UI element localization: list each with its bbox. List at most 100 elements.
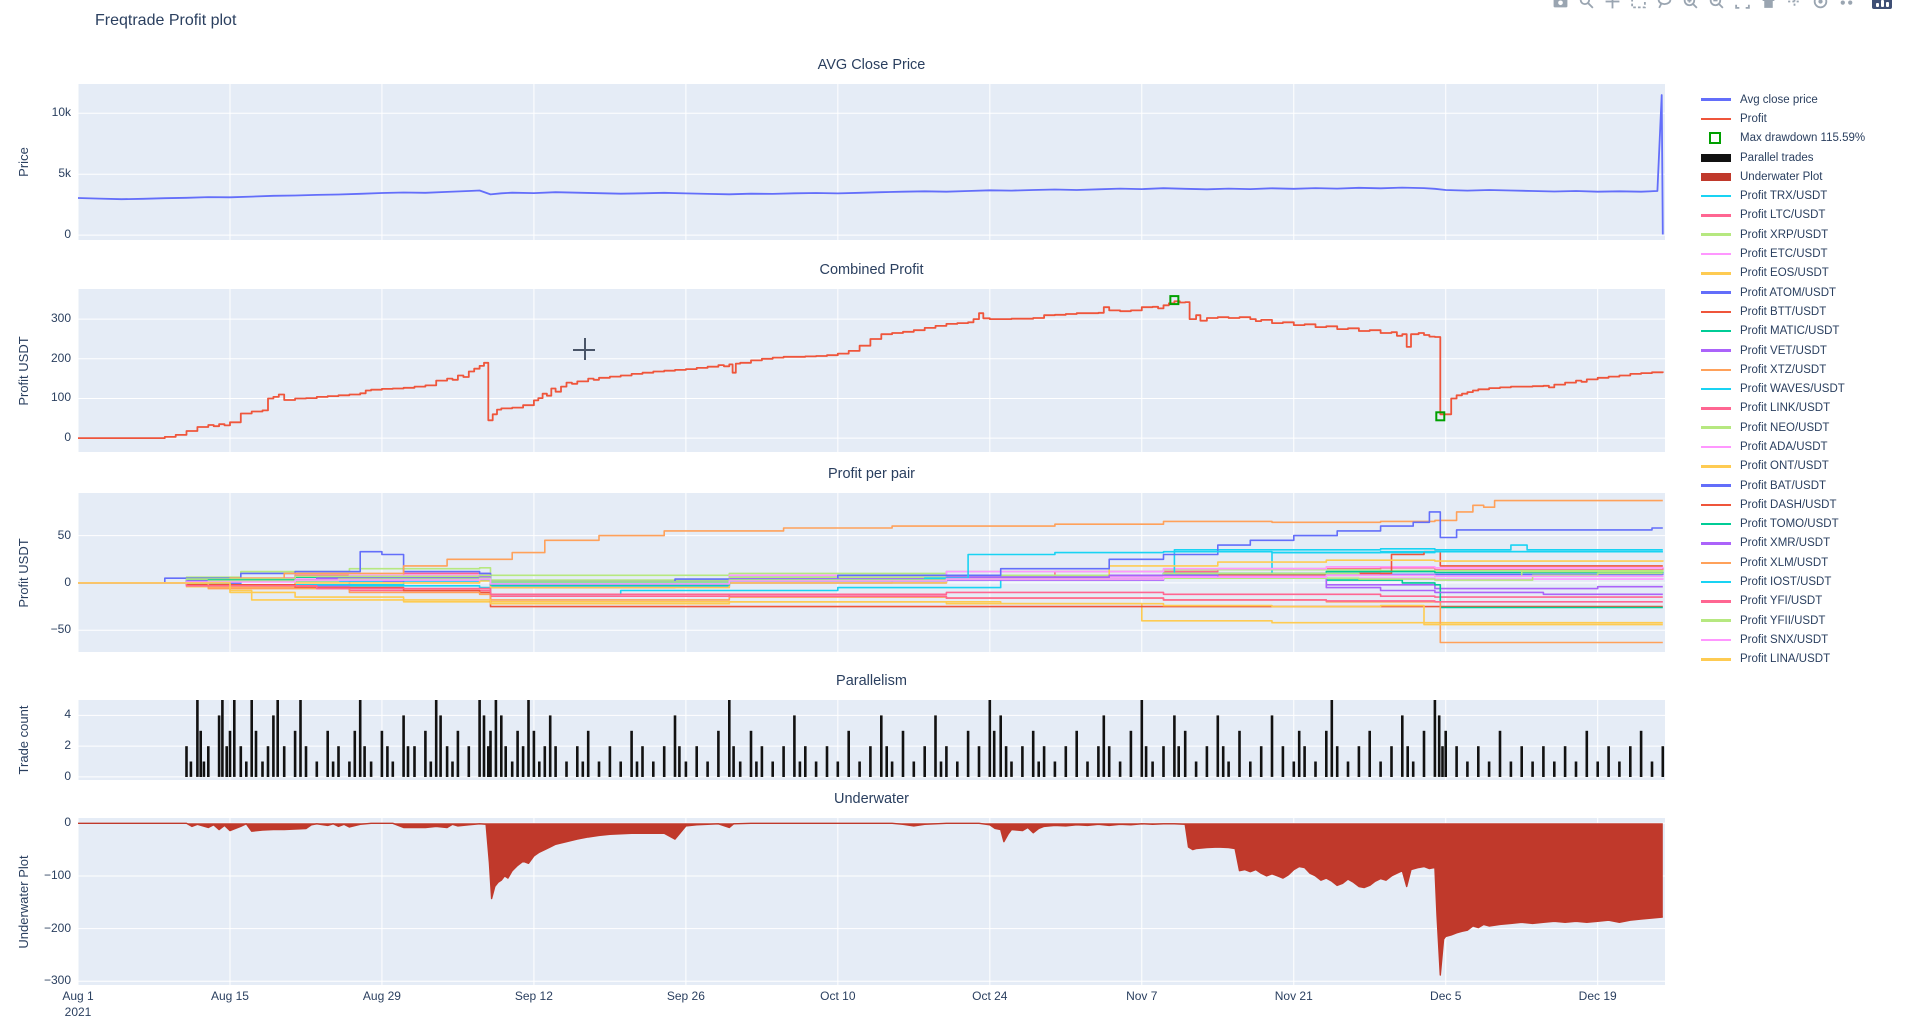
trade-count-bar [1173,715,1176,777]
trade-count-bar [1238,730,1241,777]
legend-item-profit-dash-usdt[interactable]: Profit DASH/USDT [1701,495,1865,514]
lasso-select-icon[interactable] [1656,0,1673,10]
legend-label: Profit XTZ/USDT [1740,363,1827,376]
zoom-out-icon[interactable] [1708,0,1725,10]
trade-count-bar [1509,761,1513,777]
legend-item-profit-tomo-usdt[interactable]: Profit TOMO/USDT [1701,515,1865,534]
legend-item-avg-close-price[interactable]: Avg close price [1701,90,1865,109]
x-tick-label: Aug 29 [362,989,401,1003]
legend-label: Profit LINA/USDT [1740,653,1831,666]
trade-count-bar [207,746,210,777]
legend-line-swatch-icon [1701,368,1731,372]
legend-item-max-drawdown-115-59-[interactable]: Max drawdown 115.59% [1701,129,1865,148]
subplot-combined-profit[interactable] [78,289,1665,452]
legend-item-profit-xlm-usdt[interactable]: Profit XLM/USDT [1701,553,1865,572]
x-tick-label: Dec 5 [1430,989,1462,1003]
legend-item-profit-lina-usdt[interactable]: Profit LINA/USDT [1701,650,1865,669]
trade-count-bar [641,746,644,777]
legend-item-profit-matic-usdt[interactable]: Profit MATIC/USDT [1701,322,1865,341]
legend-item-profit-ada-usdt[interactable]: Profit ADA/USDT [1701,437,1865,456]
trade-count-bar [185,746,188,777]
zoom-icon[interactable] [1578,0,1595,10]
subplot-profit-per-pair[interactable] [78,493,1665,652]
underwater-area [78,823,1663,975]
legend-line-swatch-icon [1701,542,1731,545]
y-tick-label: 0 [64,227,71,242]
legend-item-parallel-trades[interactable]: Parallel trades [1701,148,1865,167]
legend-label: Profit VET/USDT [1740,344,1827,357]
legend-line-swatch-icon [1701,252,1731,256]
trade-count-bar [225,746,228,777]
hover-closest-icon[interactable] [1812,0,1829,10]
trade-count-bar [1335,746,1339,777]
subplot-underwater[interactable] [78,818,1665,985]
max-drawdown-marker [1435,411,1446,422]
trade-count-bar [565,761,568,777]
trade-count-bar [482,715,486,777]
trade-count-bar [272,715,275,777]
legend-item-profit-btt-usdt[interactable]: Profit BTT/USDT [1701,302,1865,321]
legend-item-profit-xmr-usdt[interactable]: Profit XMR/USDT [1701,534,1865,553]
legend-line-swatch-icon [1701,522,1731,526]
hover-compare-icon[interactable] [1838,0,1855,10]
box-select-icon[interactable] [1630,0,1647,10]
legend-item-profit-bat-usdt[interactable]: Profit BAT/USDT [1701,476,1865,495]
legend-item-profit-xtz-usdt[interactable]: Profit XTZ/USDT [1701,360,1865,379]
y-tick-label: 10k [51,105,71,120]
legend-item-profit-iost-usdt[interactable]: Profit IOST/USDT [1701,572,1865,591]
trade-count-bar [1249,761,1252,777]
trade-count-bar [728,700,731,777]
trade-count-bar [1574,761,1578,777]
trade-count-bar [413,746,416,777]
legend-item-profit-yfii-usdt[interactable]: Profit YFII/USDT [1701,611,1865,630]
trade-count-bar [500,715,503,777]
legend-item-profit-etc-usdt[interactable]: Profit ETC/USDT [1701,244,1865,263]
trade-count-bar [456,730,460,777]
legend-item-underwater-plot[interactable]: Underwater Plot [1701,167,1865,186]
legend-line-swatch-icon [1701,349,1731,352]
legend-item-profit-atom-usdt[interactable]: Profit ATOM/USDT [1701,283,1865,302]
trade-count-bar [250,700,253,777]
legend-item-profit-xrp-usdt[interactable]: Profit XRP/USDT [1701,225,1865,244]
legend-item-profit-ltc-usdt[interactable]: Profit LTC/USDT [1701,206,1865,225]
pan-icon[interactable] [1604,0,1621,10]
trade-count-bar [304,746,308,777]
trade-count-bar [738,761,742,777]
legend-item-profit-ont-usdt[interactable]: Profit ONT/USDT [1701,457,1865,476]
legend-line-swatch-icon [1701,638,1731,642]
trade-count-bar [1292,761,1296,777]
max-drawdown-marker [1169,295,1180,306]
trade-count-bar [538,761,541,777]
legend-item-profit-waves-usdt[interactable]: Profit WAVES/USDT [1701,379,1865,398]
subplot-parallelism[interactable] [78,700,1665,780]
plot-background [78,493,1665,652]
subplot-title-combined-profit: Combined Profit [819,262,924,278]
trade-count-bar [1227,761,1230,777]
reset-axes-icon[interactable] [1760,0,1777,10]
trade-count-bar [1401,715,1404,777]
legend-item-profit-vet-usdt[interactable]: Profit VET/USDT [1701,341,1865,360]
legend-label: Profit LTC/USDT [1740,209,1826,222]
trade-count-bar [684,761,688,777]
trade-count-bar [890,761,894,777]
zoom-in-icon[interactable] [1682,0,1699,10]
subplot-title-parallelism: Parallelism [836,673,907,689]
series-profit-xtz-usdt [78,499,1663,584]
toggle-spikelines-icon[interactable] [1786,0,1803,10]
download-plot-icon[interactable] [1552,0,1569,10]
plotly-logo-icon[interactable] [1872,0,1892,9]
legend-item-profit[interactable]: Profit [1701,109,1865,128]
trade-count-bar [662,746,666,777]
legend-item-profit-eos-usdt[interactable]: Profit EOS/USDT [1701,264,1865,283]
legend-item-profit-neo-usdt[interactable]: Profit NEO/USDT [1701,418,1865,437]
legend-item-profit-link-usdt[interactable]: Profit LINK/USDT [1701,399,1865,418]
trade-count-bar [1042,746,1046,777]
legend-item-profit-yfi-usdt[interactable]: Profit YFI/USDT [1701,592,1865,611]
legend: Avg close price Profit Max drawdown 115.59… [1701,90,1865,669]
legend-item-profit-snx-usdt[interactable]: Profit SNX/USDT [1701,630,1865,649]
subplot-avg-close-price[interactable] [78,84,1665,240]
trade-count-bar [652,761,655,777]
legend-item-profit-trx-usdt[interactable]: Profit TRX/USDT [1701,186,1865,205]
legend-square-marker-icon [1701,132,1731,145]
legend-label: Max drawdown 115.59% [1740,132,1866,145]
